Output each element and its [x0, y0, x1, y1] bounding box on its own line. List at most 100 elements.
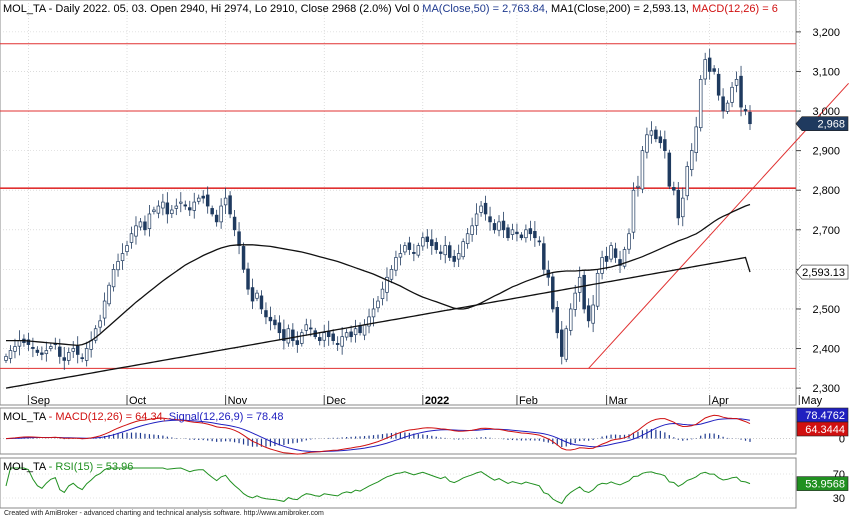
rsi-header-symbol: MOL_TA [3, 461, 47, 473]
candle-body-111 [501, 220, 506, 231]
candle-body-103 [465, 233, 470, 244]
candle-body-160 [721, 96, 725, 112]
candle-body-165 [743, 109, 748, 112]
candle-body-86 [389, 269, 394, 280]
candle-body-52 [237, 231, 241, 246]
candle-body-14 [67, 352, 71, 361]
rsi-value-label: 53.9568 [805, 479, 845, 491]
candle-body-100 [452, 255, 456, 262]
candle-body-135 [609, 245, 613, 260]
candle-body-159 [716, 73, 721, 96]
candle-body-118 [533, 231, 537, 239]
candle-body-116 [524, 229, 528, 239]
candle-body-132 [595, 272, 600, 307]
candle-body-71 [322, 332, 326, 341]
candle-body-21 [98, 320, 102, 328]
rsi-pane-border [0, 457, 797, 509]
candle-body-41 [188, 207, 192, 211]
candle-body-64 [291, 329, 295, 341]
candle-body-147 [663, 139, 667, 151]
candle-body-110 [497, 221, 501, 231]
candle-body-81 [367, 316, 371, 327]
candle-body-82 [371, 308, 376, 318]
candle-body-3 [17, 340, 22, 347]
candle-body-148 [667, 152, 672, 187]
candle-body-62 [282, 329, 286, 341]
candle-body-9 [44, 350, 49, 355]
candle-body-76 [344, 332, 349, 338]
candle-body-155 [698, 79, 703, 129]
candle-body-2 [13, 346, 17, 352]
candle-body-65 [295, 340, 300, 345]
price-tick-label-5: 2,800 [812, 185, 840, 197]
price-tick-label-6: 2,900 [812, 146, 840, 158]
candle-body-133 [600, 257, 604, 274]
candle-body-27 [125, 245, 129, 252]
candle-body-96 [434, 242, 439, 250]
candle-body-32 [147, 213, 152, 229]
candle-body-55 [250, 287, 255, 302]
candle-body-109 [492, 223, 497, 231]
price-header-ma50: MA(Close,50) = 2,763.84, [422, 3, 548, 15]
candle-body-79 [358, 325, 362, 334]
candle-body-91 [412, 252, 416, 254]
candle-body-19 [89, 340, 93, 350]
macd-line [5, 414, 751, 455]
last-price-label: 2,968 [817, 119, 845, 131]
candle-body-112 [506, 227, 510, 239]
candle-body-105 [474, 213, 479, 226]
ma200-line [5, 256, 751, 389]
candle-body-99 [447, 245, 452, 258]
ma200-value-box [795, 264, 849, 280]
rsi-line [5, 467, 751, 505]
price-tick-label-8: 3,100 [812, 66, 840, 78]
candle-body-138 [622, 249, 627, 267]
month-label-1: Oct [129, 395, 146, 407]
candle-body-56 [255, 292, 259, 299]
candle-body-106 [479, 205, 483, 213]
candle-body-146 [658, 136, 663, 144]
candle-body-124 [560, 329, 564, 357]
candle-body-90 [407, 242, 412, 250]
candle-body-150 [676, 189, 681, 219]
candle-body-83 [376, 300, 380, 309]
candle-body-5 [26, 339, 31, 345]
signal-value-label: 78.4762 [805, 410, 845, 422]
candle-body-149 [672, 187, 676, 191]
rsi-tick-label-1: 30 [833, 493, 845, 505]
candle-body-157 [707, 57, 712, 72]
candle-body-78 [353, 328, 358, 336]
candle-body-128 [577, 276, 582, 293]
footer-credit: Created with AmiBroker - advanced charti… [4, 510, 324, 517]
rsi-header: MOL_TA - RSI(15) = 53.96 [3, 461, 133, 473]
candle-body-108 [488, 216, 492, 223]
candle-body-47 [214, 214, 219, 223]
month-label-5: Feb [519, 395, 538, 407]
candle-body-73 [331, 333, 335, 341]
candle-body-72 [326, 330, 331, 338]
candle-body-37 [170, 209, 174, 214]
candle-body-42 [192, 201, 196, 211]
candle-body-117 [528, 228, 533, 235]
candle-body-0 [4, 356, 8, 361]
candle-body-36 [165, 202, 170, 215]
candle-body-51 [232, 216, 237, 231]
month-label-8: May [801, 395, 822, 407]
candle-body-60 [273, 319, 277, 326]
candle-body-166 [748, 111, 752, 125]
macd-header-symbol: MOL_TA [3, 411, 47, 423]
price-header-symbol: MOL_TA [3, 3, 47, 15]
moving-averages [5, 203, 751, 389]
price-header-ohlc: - Daily 2022. 05. 03. Open 2940, Hi 2974… [46, 3, 423, 15]
price-pane[interactable]: 2,3002,4002,5002,6002,7002,8002,9003,000… [0, 0, 849, 407]
month-label-3: Dec [326, 395, 346, 407]
candle-body-58 [264, 310, 268, 318]
month-label-6: Mar [609, 395, 628, 407]
candle-body-156 [703, 59, 707, 80]
price-pane-border [0, 0, 797, 406]
macd-pane[interactable]: 0 78.4762 64.3444 MOL_TA - MACD(12,26) = 6… [0, 407, 849, 455]
